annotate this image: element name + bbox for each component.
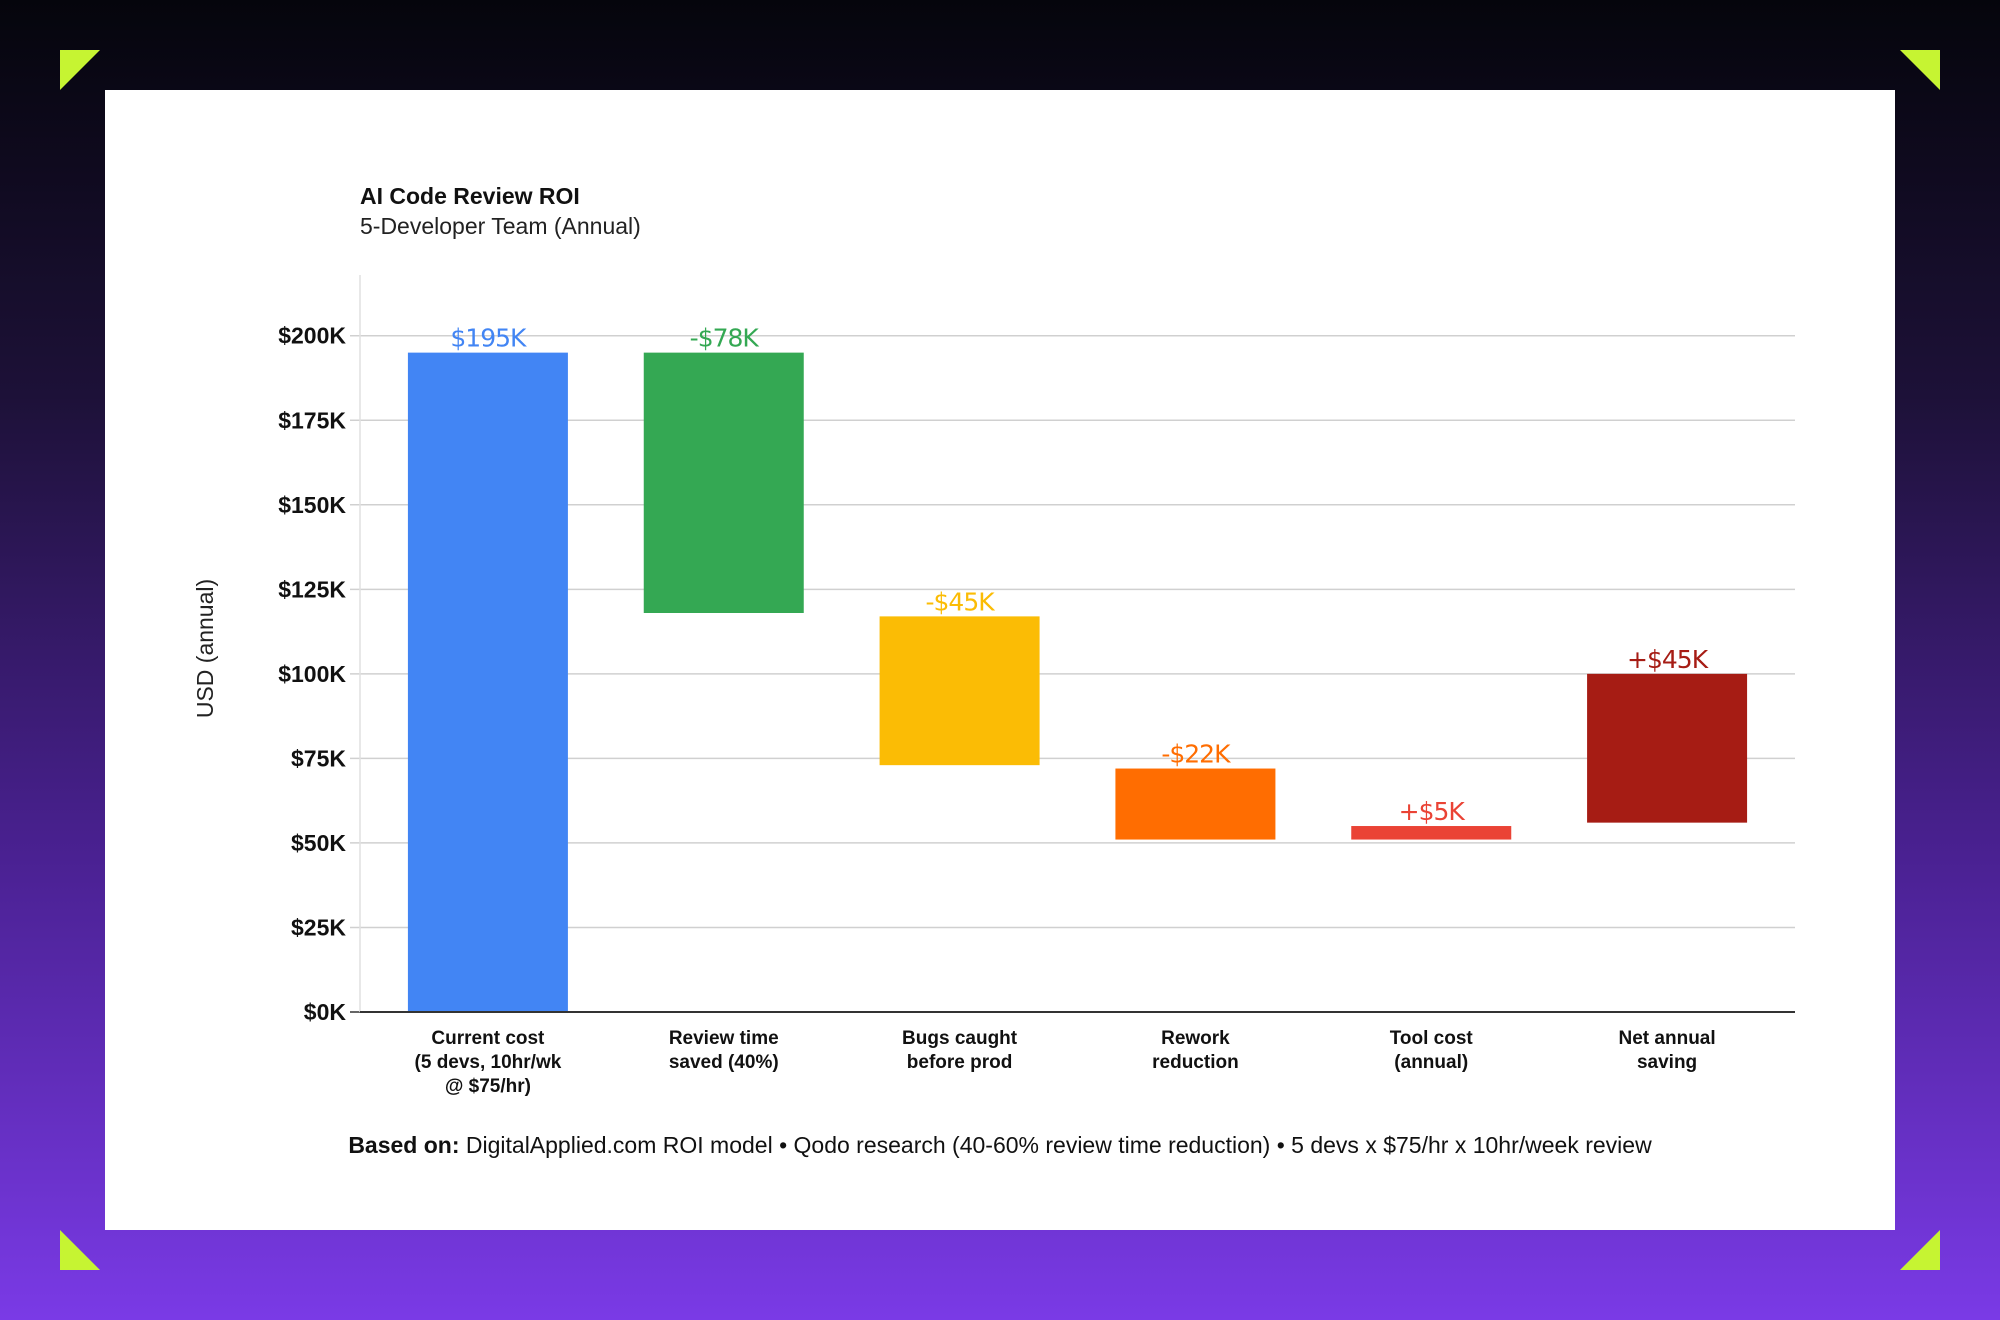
bar <box>407 352 568 1012</box>
bar <box>879 616 1040 766</box>
y-tick-label: $75K <box>291 745 346 771</box>
footnote-bold: Based on: <box>348 1132 460 1158</box>
corner-accent-top-right <box>1900 50 1940 90</box>
footnote-text: DigitalApplied.com ROI model • Qodo rese… <box>459 1132 1652 1158</box>
corner-accent-bottom-right <box>1900 1230 1940 1270</box>
corner-accent-top-left <box>60 50 100 90</box>
bar-value-label: -$78K <box>690 324 760 353</box>
bar-value-label: -$45K <box>926 587 996 616</box>
x-tick-label: Bugs caught <box>902 1028 1018 1049</box>
bars <box>407 352 1748 1012</box>
y-tick-label: $125K <box>278 576 346 602</box>
x-tick-label: Tool cost <box>1390 1028 1474 1049</box>
x-tick-label: @ $75/hr) <box>445 1076 531 1097</box>
y-axis-label: USD (annual) <box>192 579 218 718</box>
y-tick-label: $100K <box>278 661 346 687</box>
y-tick-label: $50K <box>291 830 346 856</box>
y-tick-label: $150K <box>278 492 346 518</box>
gridlines <box>350 334 1795 1013</box>
y-tick-label: $0K <box>304 999 347 1025</box>
bar <box>1351 826 1512 840</box>
chart-card: AI Code Review ROI 5-Developer Team (Ann… <box>105 90 1895 1230</box>
y-tick-label: $175K <box>278 407 346 433</box>
y-tick-label: $25K <box>291 914 346 940</box>
x-tick-label: (5 devs, 10hr/wk <box>415 1052 562 1073</box>
x-tick-label: Net annual <box>1619 1028 1716 1049</box>
x-tick-label: Rework <box>1161 1028 1230 1049</box>
bar <box>643 352 804 613</box>
bar-value-label: +$45K <box>1627 645 1709 674</box>
waterfall-chart: AI Code Review ROI 5-Developer Team (Ann… <box>192 183 1795 1097</box>
bar <box>1587 673 1748 823</box>
x-tick-label: saved (40%) <box>669 1052 779 1073</box>
bar-value-label: $195K <box>450 324 527 353</box>
bar-value-label: +$5K <box>1399 797 1466 826</box>
bar-value-label: -$22K <box>1161 740 1231 769</box>
corner-accent-bottom-left <box>60 1230 100 1270</box>
bar <box>1115 768 1276 840</box>
x-tick-label: reduction <box>1152 1052 1239 1073</box>
x-tick-label: Current cost <box>431 1028 545 1049</box>
value-labels: $195K -$78K -$45K -$22K +$5K +$45K <box>450 324 1709 826</box>
footnote: Based on: DigitalApplied.com ROI model •… <box>105 1132 1895 1159</box>
x-tick-label: before prod <box>907 1052 1013 1073</box>
x-tick-label: saving <box>1637 1052 1697 1073</box>
chart-subtitle: 5-Developer Team (Annual) <box>360 213 641 239</box>
x-tick-label: (annual) <box>1394 1052 1468 1073</box>
y-tick-label: $200K <box>278 323 346 349</box>
y-axis-ticks: $0K $25K $50K $75K $100K $125K $150K $175K $200K <box>278 323 346 1025</box>
chart-title: AI Code Review ROI <box>360 183 580 209</box>
x-axis-ticks: Current cost (5 devs, 10hr/wk @ $75/hr) Rev… <box>415 1028 1716 1097</box>
x-tick-label: Review time <box>669 1028 779 1049</box>
